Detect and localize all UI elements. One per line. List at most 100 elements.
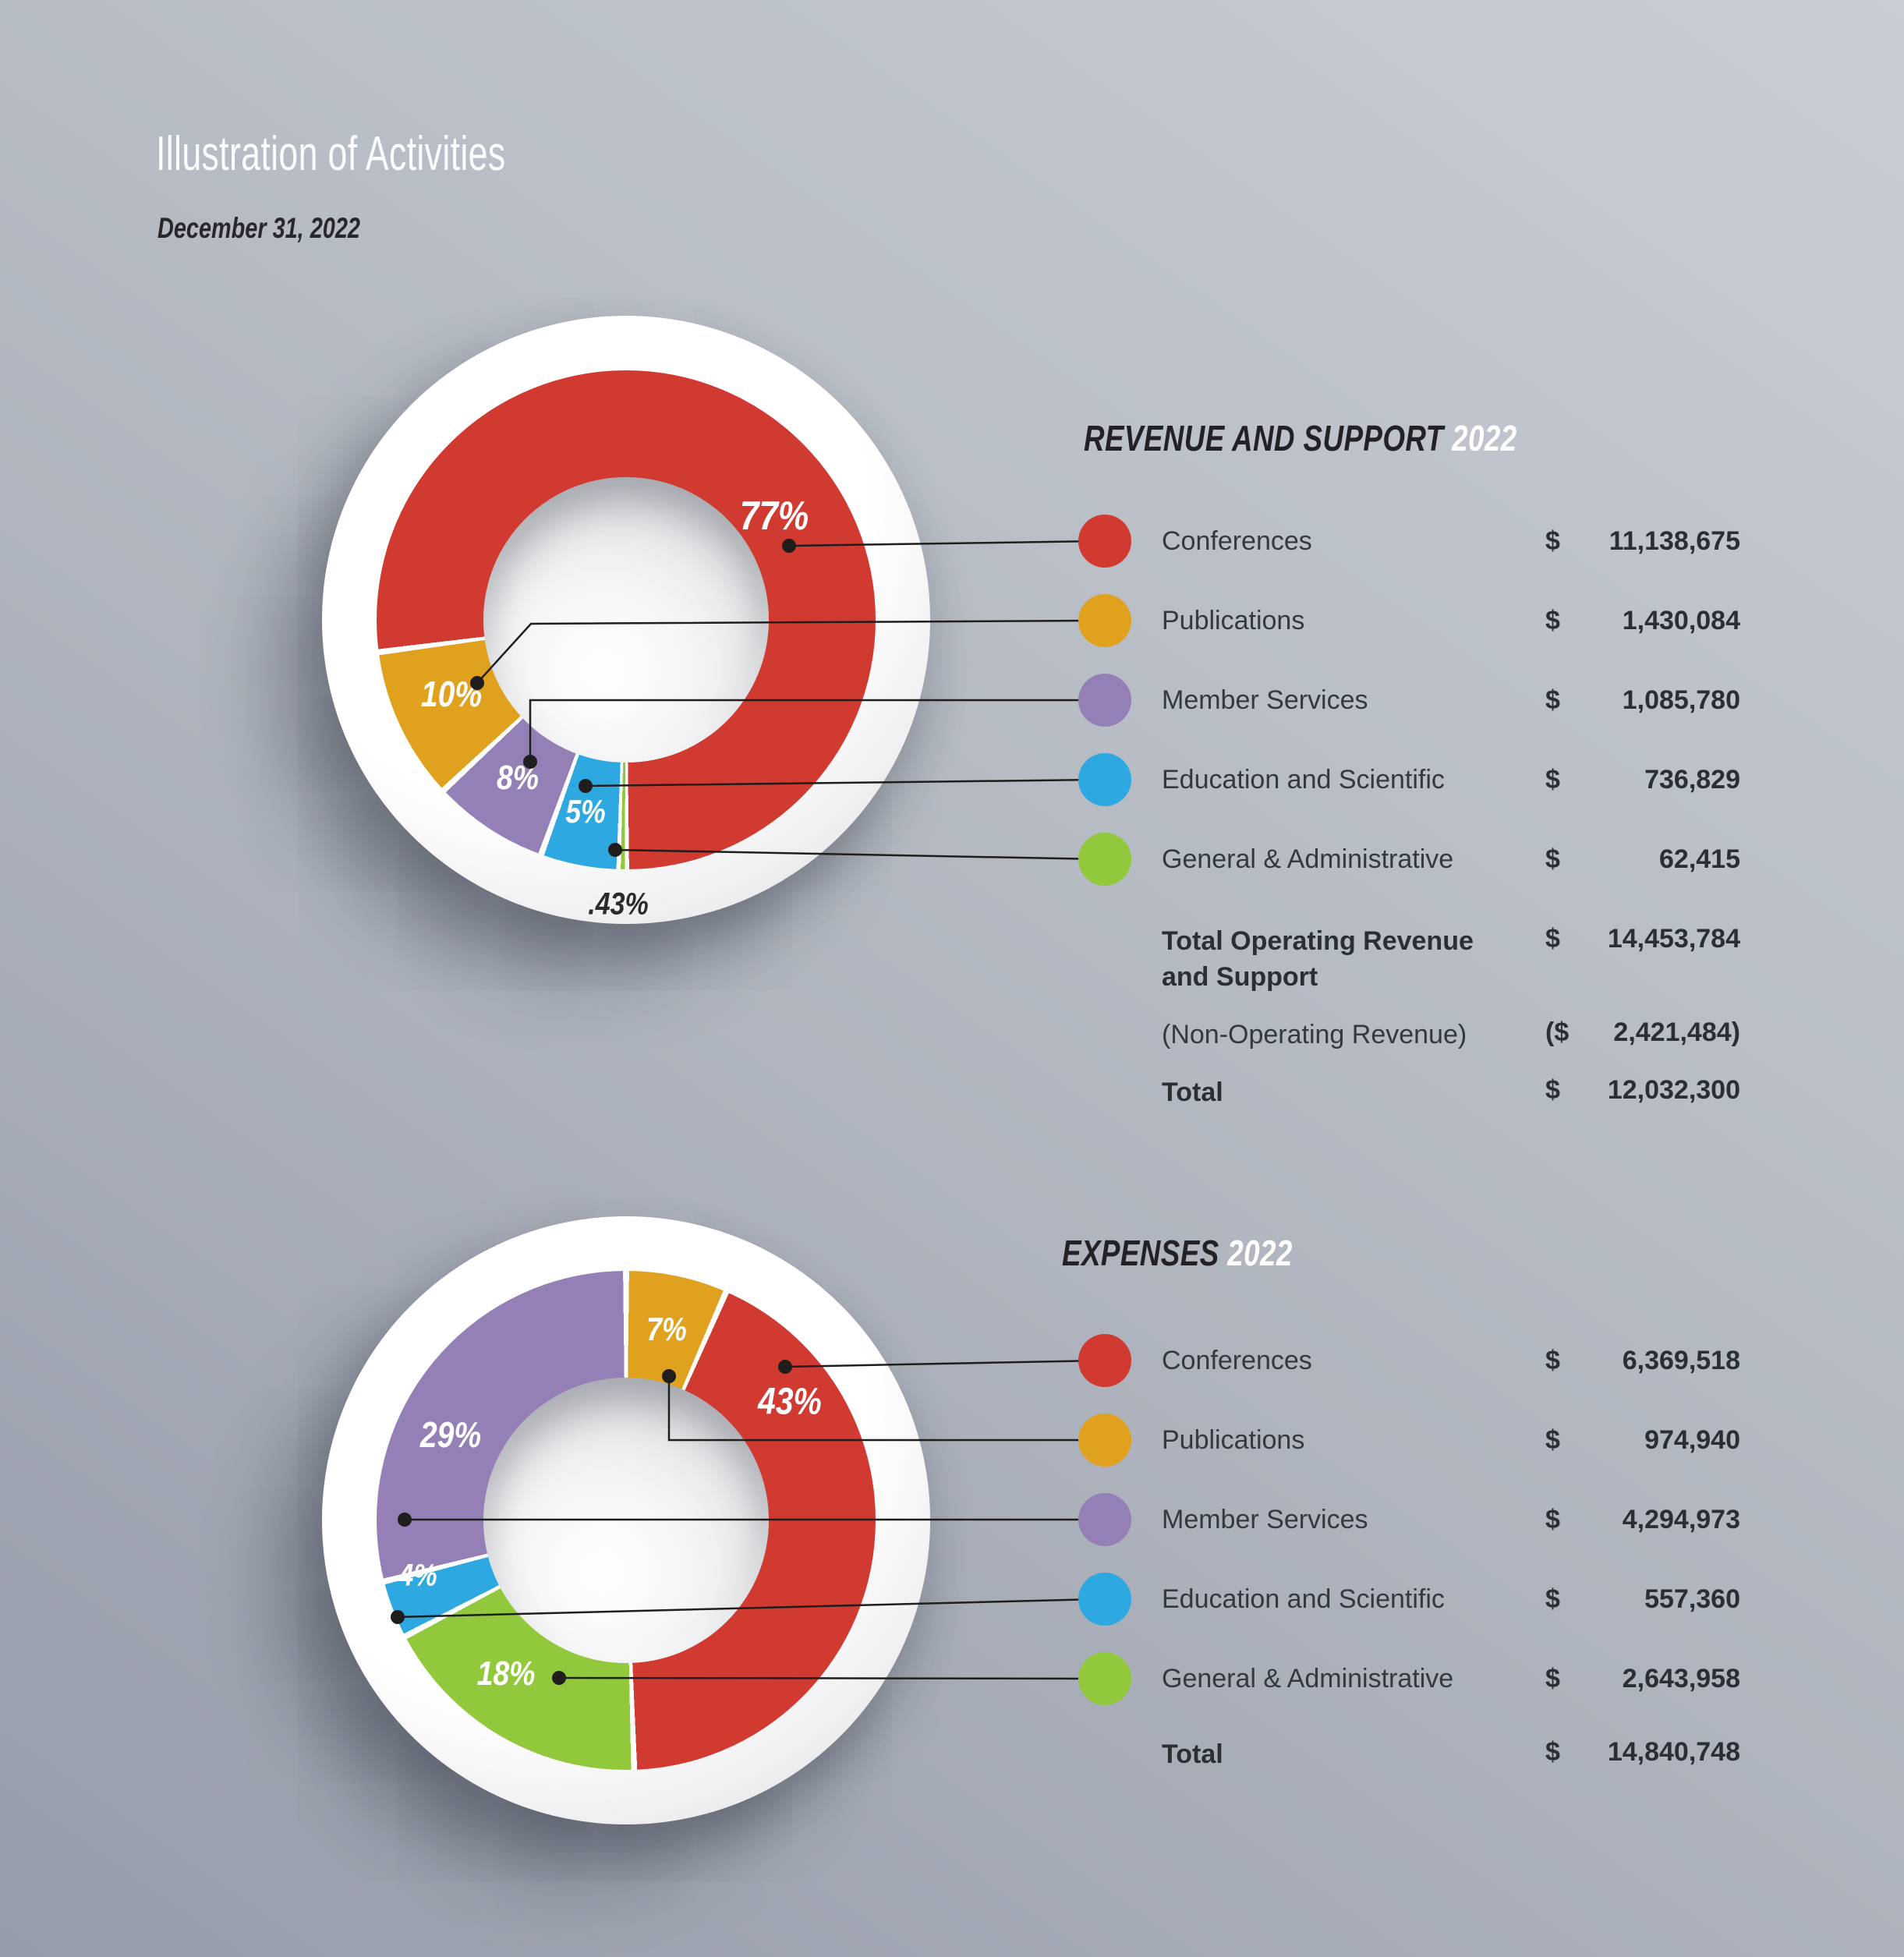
slice-percent-label-general-administrative: 18% xyxy=(476,1654,536,1693)
total-amount: $14,840,748 xyxy=(1545,1737,1740,1768)
legend-label: Member Services xyxy=(1162,685,1368,715)
amount-value: 14,840,748 xyxy=(1607,1737,1740,1767)
currency-symbol: $ xyxy=(1545,1504,1560,1534)
legend-label: Education and Scientific xyxy=(1162,1584,1445,1614)
legend-row-education-and-scientific: Education and Scientific $557,360 xyxy=(1078,1559,1740,1639)
expenses-heading-text: EXPENSES xyxy=(1062,1233,1219,1273)
legend-row-member-services: Member Services $4,294,973 xyxy=(1078,1480,1740,1559)
revenue-donut-hole xyxy=(483,477,769,763)
amount-value: 736,829 xyxy=(1644,764,1740,794)
legend-label: General & Administrative xyxy=(1162,1663,1454,1693)
legend-row-conferences: Conferences $6,369,518 xyxy=(1078,1321,1740,1400)
slice-percent-label-education-and-scientific: 4% xyxy=(398,1558,437,1593)
legend-amount: $11,138,675 xyxy=(1545,526,1740,557)
legend-swatch-member-services-icon xyxy=(1078,674,1131,727)
legend-row-conferences: Conferences $11,138,675 xyxy=(1078,501,1740,581)
legend-label: Member Services xyxy=(1162,1504,1368,1534)
total-amount: ($ 2,421,484) xyxy=(1545,1017,1740,1048)
legend-swatch-education-and-scientific-icon xyxy=(1078,753,1131,806)
currency-symbol: $ xyxy=(1545,605,1560,635)
total-label: (Non-Operating Revenue) xyxy=(1162,1019,1467,1049)
expenses-totals: Total $14,840,748 xyxy=(1162,1737,1740,1795)
legend-swatch-education-and-scientific-icon xyxy=(1078,1573,1131,1626)
revenue-totals: Total Operating Revenue and Support $14,4… xyxy=(1162,924,1740,1133)
currency-symbol: $ xyxy=(1545,526,1560,556)
legend-label: Conferences xyxy=(1162,526,1312,556)
currency-symbol: $ xyxy=(1545,1663,1560,1693)
currency-symbol: $ xyxy=(1545,1737,1560,1767)
legend-row-member-services: Member Services $1,085,780 xyxy=(1078,660,1740,740)
revenue-heading-text: REVENUE AND SUPPORT xyxy=(1084,418,1444,458)
revenue-donut-chart: 77% 10% 8% 5% .43% xyxy=(322,316,930,924)
legend-label: Education and Scientific xyxy=(1162,764,1445,794)
expenses-heading: EXPENSES 2022 xyxy=(1062,1232,1293,1274)
legend-swatch-conferences-icon xyxy=(1078,1334,1131,1387)
total-label: Total xyxy=(1162,1077,1223,1107)
legend-label: General & Administrative xyxy=(1162,844,1454,874)
legend-row-general-administrative: General & Administrative $2,643,958 xyxy=(1078,1639,1740,1718)
legend-swatch-member-services-icon xyxy=(1078,1493,1131,1546)
total-label: Total Operating Revenue and Support xyxy=(1162,926,1474,992)
revenue-heading: REVENUE AND SUPPORT 2022 xyxy=(1084,417,1517,459)
expenses-legend: Conferences $6,369,518 Publications $974,94… xyxy=(1078,1321,1740,1718)
amount-value: 62,415 xyxy=(1659,844,1740,874)
legend-amount: $2,643,958 xyxy=(1545,1664,1740,1694)
slice-percent-label-education-and-scientific: 5% xyxy=(564,793,606,830)
amount-value: 1,430,084 xyxy=(1622,605,1740,635)
page-date: December 31, 2022 xyxy=(157,212,360,244)
legend-row-publications: Publications $974,940 xyxy=(1078,1400,1740,1480)
currency-symbol: $ xyxy=(1545,844,1560,874)
amount-value: 557,360 xyxy=(1644,1584,1740,1614)
total-row-total: Total $14,840,748 xyxy=(1162,1737,1740,1773)
legend-swatch-general-administrative-icon xyxy=(1078,833,1131,886)
currency-symbol: $ xyxy=(1545,764,1560,794)
legend-amount: $1,430,084 xyxy=(1545,606,1740,636)
legend-row-general-administrative: General & Administrative $62,415 xyxy=(1078,819,1740,899)
legend-amount: $974,940 xyxy=(1545,1425,1740,1456)
amount-value: 12,032,300 xyxy=(1607,1074,1740,1105)
legend-label: Conferences xyxy=(1162,1345,1312,1375)
legend-row-education-and-scientific: Education and Scientific $736,829 xyxy=(1078,740,1740,819)
slice-percent-label-conferences: 43% xyxy=(757,1381,822,1423)
amount-value: 2,421,484) xyxy=(1613,1017,1740,1047)
amount-value: 2,643,958 xyxy=(1622,1663,1740,1693)
page-title: Illustration of Activities xyxy=(156,127,506,181)
slice-percent-label-general-administrative: .43% xyxy=(588,886,649,922)
slice-percent-label-publications: 7% xyxy=(646,1311,687,1348)
total-amount: $12,032,300 xyxy=(1545,1075,1740,1106)
legend-swatch-general-administrative-icon xyxy=(1078,1652,1131,1705)
amount-value: 14,453,784 xyxy=(1607,924,1740,954)
legend-row-publications: Publications $1,430,084 xyxy=(1078,581,1740,660)
legend-amount: $736,829 xyxy=(1545,765,1740,795)
total-row-non-operating-revenue: (Non-Operating Revenue) ($ 2,421,484) xyxy=(1162,1017,1740,1053)
slice-percent-label-member-services: 29% xyxy=(420,1414,482,1456)
total-row-total: Total $12,032,300 xyxy=(1162,1075,1740,1111)
amount-value: 4,294,973 xyxy=(1622,1504,1740,1534)
legend-swatch-publications-icon xyxy=(1078,1414,1131,1467)
legend-amount: $557,360 xyxy=(1545,1584,1740,1615)
currency-symbol: $ xyxy=(1545,1345,1560,1375)
currency-symbol: $ xyxy=(1545,1584,1560,1614)
revenue-heading-year: 2022 xyxy=(1452,418,1517,458)
legend-amount: $1,085,780 xyxy=(1545,685,1740,716)
legend-amount: $62,415 xyxy=(1545,844,1740,875)
amount-value: 11,138,675 xyxy=(1608,526,1740,556)
amount-value: 6,369,518 xyxy=(1622,1345,1740,1375)
legend-amount: $6,369,518 xyxy=(1545,1346,1740,1376)
legend-label: Publications xyxy=(1162,1424,1305,1455)
legend-amount: $4,294,973 xyxy=(1545,1505,1740,1535)
expenses-heading-year: 2022 xyxy=(1227,1233,1293,1273)
total-amount: $14,453,784 xyxy=(1545,924,1740,954)
expenses-donut-chart: 43% 7% 29% 4% 18% xyxy=(322,1216,930,1824)
legend-swatch-publications-icon xyxy=(1078,594,1131,647)
slice-percent-label-member-services: 8% xyxy=(496,758,539,797)
slice-percent-label-publications: 10% xyxy=(421,673,483,714)
currency-symbol: $ xyxy=(1545,1424,1560,1455)
revenue-legend: Conferences $11,138,675 Publications $1,430… xyxy=(1078,501,1740,899)
amount-value: 974,940 xyxy=(1644,1424,1740,1455)
amount-value: 1,085,780 xyxy=(1622,685,1740,715)
currency-symbol: $ xyxy=(1545,924,1560,954)
total-label: Total xyxy=(1162,1739,1223,1769)
slice-percent-label-conferences: 77% xyxy=(739,493,809,539)
